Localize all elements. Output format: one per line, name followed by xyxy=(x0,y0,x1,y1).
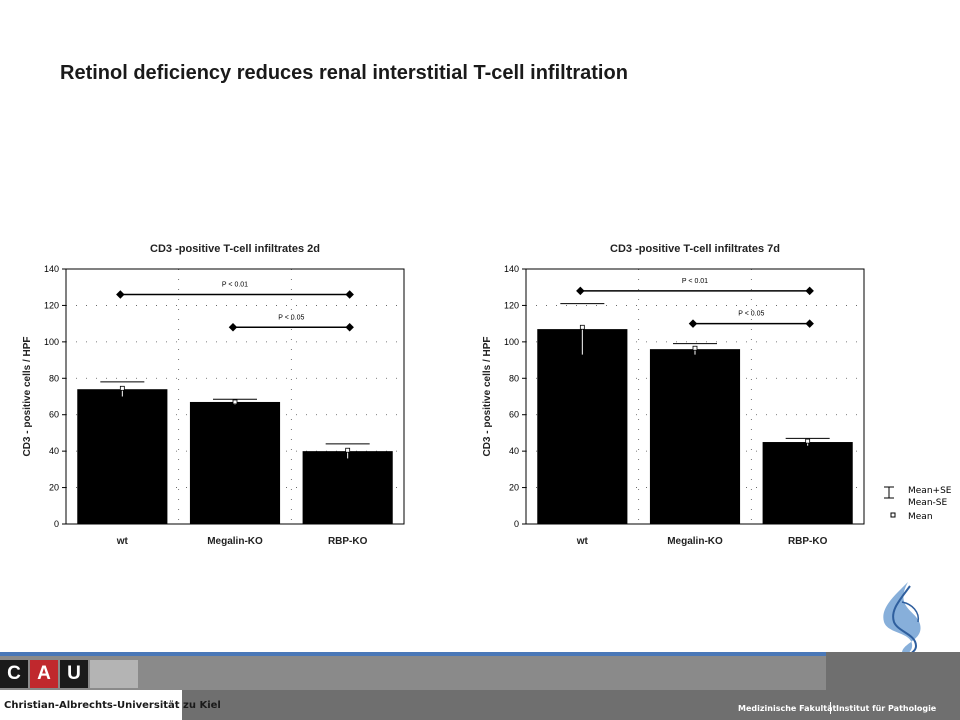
y-tick-label: 100 xyxy=(504,337,519,347)
significance-marker xyxy=(805,319,814,328)
institute-name: Institut für Pathologie xyxy=(836,704,937,713)
plot-frame xyxy=(525,268,865,525)
bar-wt xyxy=(537,329,628,524)
mean-marker xyxy=(805,438,811,444)
x-tick-label: RBP-KO xyxy=(328,536,368,547)
cau-letter-c: C xyxy=(0,660,28,688)
bar-rbp-ko xyxy=(762,442,853,524)
y-tick-label: 100 xyxy=(44,337,59,347)
x-tick-label: Megalin-KO xyxy=(207,536,263,547)
x-tick-label: RBP-KO xyxy=(788,536,828,547)
significance-marker xyxy=(345,290,354,299)
y-tick-label: 140 xyxy=(44,264,59,274)
legend-mean-plus-se: Mean+SE xyxy=(908,486,952,496)
y-tick-label: 20 xyxy=(49,483,59,493)
bar-rbp-ko xyxy=(302,451,393,524)
bar-megalin-ko xyxy=(189,401,281,524)
legend-mean-square xyxy=(890,512,896,518)
faculty-name: Medizinische Fakultät xyxy=(738,704,837,713)
y-tick-label: 0 xyxy=(54,519,59,529)
slide-title: Retinol deficiency reduces renal interst… xyxy=(60,62,628,84)
chart-title: CD3 -positive T-cell infiltrates 2d xyxy=(150,243,320,255)
legend: Mean+SE Mean-SE Mean xyxy=(880,484,960,524)
footer-accent-line xyxy=(0,652,826,656)
legend-mean: Mean xyxy=(908,512,933,522)
university-box xyxy=(0,690,182,720)
significance-marker xyxy=(345,323,354,332)
significance-marker xyxy=(805,286,814,296)
university-name: Christian-Albrechts-Universität zu Kiel xyxy=(4,700,221,711)
chart-7d: CD3 -positive T-cell infiltrates 7d 0 20 40… xyxy=(482,243,865,547)
x-tick-label: wt xyxy=(116,536,129,547)
cau-logo: C A U xyxy=(0,660,138,688)
mean-marker xyxy=(232,399,238,405)
y-tick-label: 40 xyxy=(509,446,519,456)
y-tick-label: 140 xyxy=(504,264,519,274)
mean-marker xyxy=(579,324,585,330)
x-tick-label: Megalin-KO xyxy=(667,536,723,547)
footer-separator xyxy=(830,702,831,714)
mean-marker xyxy=(345,447,351,453)
significance-label: P < 0.05 xyxy=(278,314,304,321)
legend-symbols xyxy=(884,486,896,518)
significance-marker xyxy=(228,323,238,332)
y-axis-label: CD3 - positive cells / HPF xyxy=(22,336,33,456)
significance-label: P < 0.01 xyxy=(222,282,248,289)
y-tick-label: 60 xyxy=(509,410,519,420)
plot-frame xyxy=(65,268,405,525)
y-tick-label: 120 xyxy=(44,300,59,310)
y-tick-label: 80 xyxy=(49,373,59,383)
y-tick-label: 20 xyxy=(509,483,519,493)
chart-title: CD3 -positive T-cell infiltrates 7d xyxy=(610,243,780,255)
significance-label: P < 0.05 xyxy=(738,311,764,318)
bar-megalin-ko xyxy=(649,349,741,524)
y-axis-label: CD3 - positive cells / HPF xyxy=(482,336,493,456)
cau-letter-u: U xyxy=(60,660,88,688)
y-tick-label: 60 xyxy=(49,410,59,420)
y-tick-label: 120 xyxy=(504,300,519,310)
cau-letter-a: A xyxy=(30,660,58,688)
significance-marker xyxy=(688,319,698,328)
mean-marker xyxy=(119,385,125,391)
significance-marker xyxy=(576,286,585,296)
y-tick-label: 0 xyxy=(514,519,519,529)
cau-logo-bar xyxy=(90,660,138,688)
y-tick-label: 40 xyxy=(49,446,59,456)
mean-marker xyxy=(692,345,698,351)
chart-2d: CD3 -positive T-cell infiltrates 2d 0 20 40… xyxy=(22,243,405,547)
bar-wt xyxy=(77,389,168,524)
significance-label: P < 0.01 xyxy=(682,278,708,285)
x-tick-label: wt xyxy=(576,536,589,547)
y-tick-label: 80 xyxy=(509,373,519,383)
legend-mean-minus-se: Mean-SE xyxy=(908,498,948,508)
significance-marker xyxy=(116,290,125,299)
